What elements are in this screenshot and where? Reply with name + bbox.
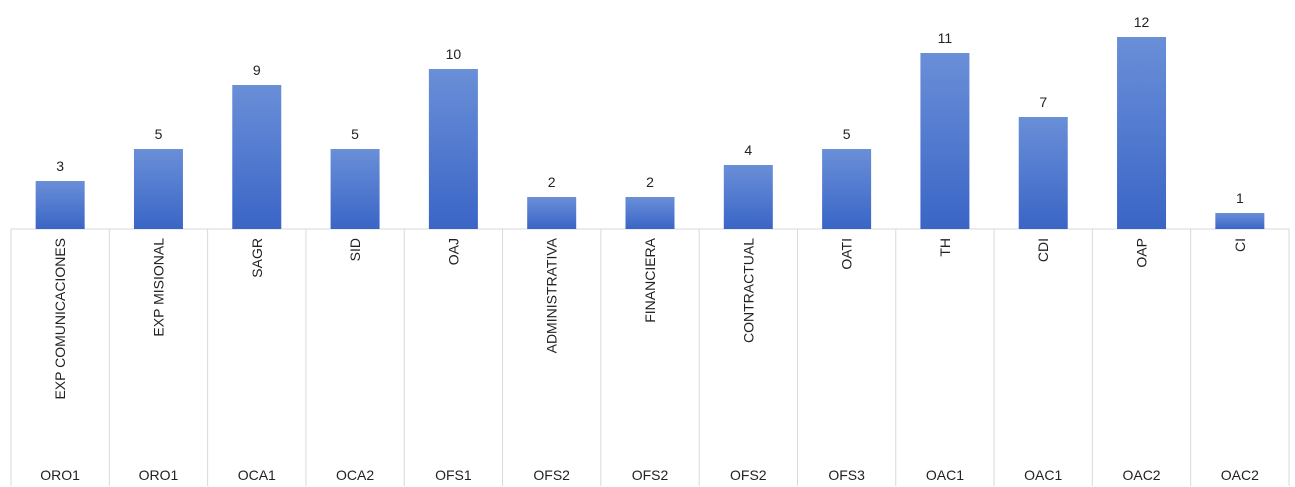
value-label: 5 bbox=[351, 126, 359, 142]
bar bbox=[1215, 213, 1265, 229]
category-label: OAP bbox=[1134, 238, 1150, 268]
value-label: 2 bbox=[548, 174, 556, 190]
value-label: 5 bbox=[843, 126, 851, 142]
group-label: OCA2 bbox=[336, 467, 374, 483]
category-label: TH bbox=[937, 238, 953, 257]
value-label: 11 bbox=[938, 30, 953, 46]
value-label: 4 bbox=[744, 142, 752, 158]
bar bbox=[1117, 37, 1167, 229]
bar bbox=[527, 197, 577, 229]
group-label: OFS2 bbox=[632, 467, 669, 483]
bar bbox=[428, 69, 478, 229]
bar bbox=[920, 53, 970, 229]
category-label: CI bbox=[1232, 238, 1248, 252]
bar bbox=[822, 149, 872, 229]
category-label: CDI bbox=[1035, 238, 1051, 262]
category-label: OATI bbox=[839, 238, 855, 270]
category-label: EXP MISIONAL bbox=[150, 238, 166, 337]
category-label: ADMINISTRATIVA bbox=[544, 237, 560, 353]
bar bbox=[35, 181, 85, 229]
group-label: OFS1 bbox=[435, 467, 472, 483]
category-label: SID bbox=[347, 238, 363, 261]
bar bbox=[1018, 117, 1068, 229]
value-label: 1 bbox=[1236, 190, 1244, 206]
category-label: EXP COMUNICACIONES bbox=[52, 238, 68, 400]
value-label: 3 bbox=[56, 158, 64, 174]
group-label: OAC2 bbox=[1221, 467, 1259, 483]
bars-layer bbox=[35, 37, 1265, 229]
axis-layer bbox=[10, 228, 1290, 486]
group-label: OFS3 bbox=[828, 467, 865, 483]
group-label: OAC2 bbox=[1122, 467, 1160, 483]
value-label: 2 bbox=[646, 174, 654, 190]
category-label: FINANCIERA bbox=[642, 237, 658, 322]
group-label: OCA1 bbox=[238, 467, 276, 483]
value-label: 9 bbox=[253, 62, 261, 78]
category-label: SAGR bbox=[249, 238, 265, 278]
bar bbox=[330, 149, 380, 229]
category-label: CONTRACTUAL bbox=[740, 238, 756, 343]
bar bbox=[723, 165, 773, 229]
labels-layer: 3 EXP COMUNICACIONES ORO1 5 EXP MISIONAL ORO1… bbox=[40, 14, 1259, 483]
group-label: ORO1 bbox=[40, 467, 80, 483]
bar bbox=[232, 85, 282, 229]
value-label: 7 bbox=[1039, 94, 1047, 110]
category-label: OAJ bbox=[445, 238, 461, 265]
group-label: OFS2 bbox=[533, 467, 570, 483]
value-label: 12 bbox=[1134, 14, 1150, 30]
group-label: ORO1 bbox=[139, 467, 179, 483]
value-label: 5 bbox=[155, 126, 163, 142]
bar bbox=[133, 149, 183, 229]
group-label: OAC1 bbox=[926, 467, 964, 483]
group-label: OFS2 bbox=[730, 467, 767, 483]
group-label: OAC1 bbox=[1024, 467, 1062, 483]
bar bbox=[625, 197, 675, 229]
value-label: 10 bbox=[446, 46, 462, 62]
